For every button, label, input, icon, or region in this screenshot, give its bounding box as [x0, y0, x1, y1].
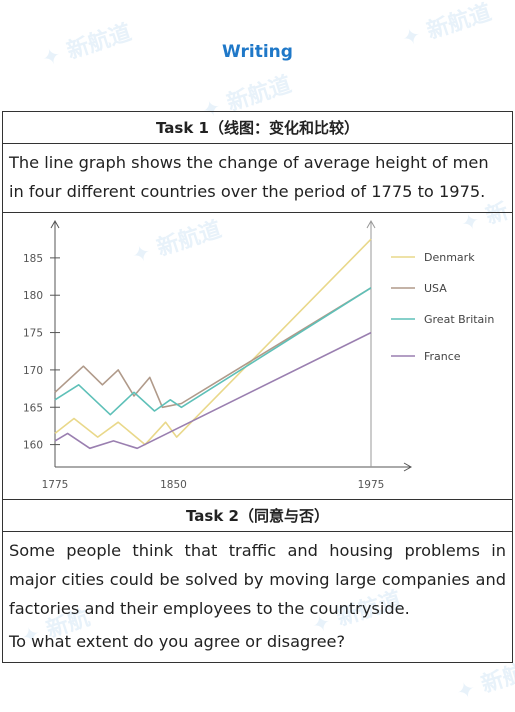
y-axis-arrow — [50, 219, 60, 229]
task2-heading: Task 2（同意与否） — [2, 499, 513, 532]
legend-label: USA — [424, 282, 447, 295]
series-line-great-britain — [54, 287, 372, 416]
legend-label: Great Britain — [424, 313, 494, 326]
y-tick-label: 165 — [23, 402, 43, 414]
line-chart: 160 165 170 175 180 185 1775 1850 1975 Denmark US… — [23, 219, 494, 491]
chart-cell: 160 165 170 175 180 185 1775 1850 1975 Denmark US… — [2, 212, 513, 500]
y-tick-label: 175 — [23, 328, 43, 340]
series-line-denmark — [54, 238, 372, 446]
task2-prompt-cell: Some people think that traffic and housi… — [2, 531, 513, 663]
legend-label: France — [424, 350, 461, 363]
series-line-france — [54, 331, 372, 450]
task2-prompt: Some people think that traffic and housi… — [9, 541, 506, 618]
x-axis-arrow — [403, 462, 413, 472]
task1-heading: Task 1（线图：变化和比较） — [2, 111, 513, 144]
page-title: Writing — [222, 42, 293, 62]
y-tick-label: 170 — [23, 365, 43, 377]
x-tick-label: 1850 — [160, 479, 187, 491]
y-tick-label: 160 — [23, 440, 43, 452]
tasks-table: Task 1（线图：变化和比较） The line graph shows th… — [2, 111, 513, 663]
y-tick-label: 180 — [23, 290, 43, 302]
reference-line-arrow — [366, 219, 376, 229]
y-tick-label: 185 — [23, 253, 43, 265]
legend-label: Denmark — [424, 251, 475, 264]
task2-question: To what extent do you agree or disagree? — [9, 632, 346, 651]
x-tick-label: 1975 — [358, 479, 385, 491]
task1-prompt: The line graph shows the change of avera… — [2, 143, 513, 213]
x-tick-label: 1775 — [42, 479, 69, 491]
series-line-usa — [54, 287, 372, 409]
